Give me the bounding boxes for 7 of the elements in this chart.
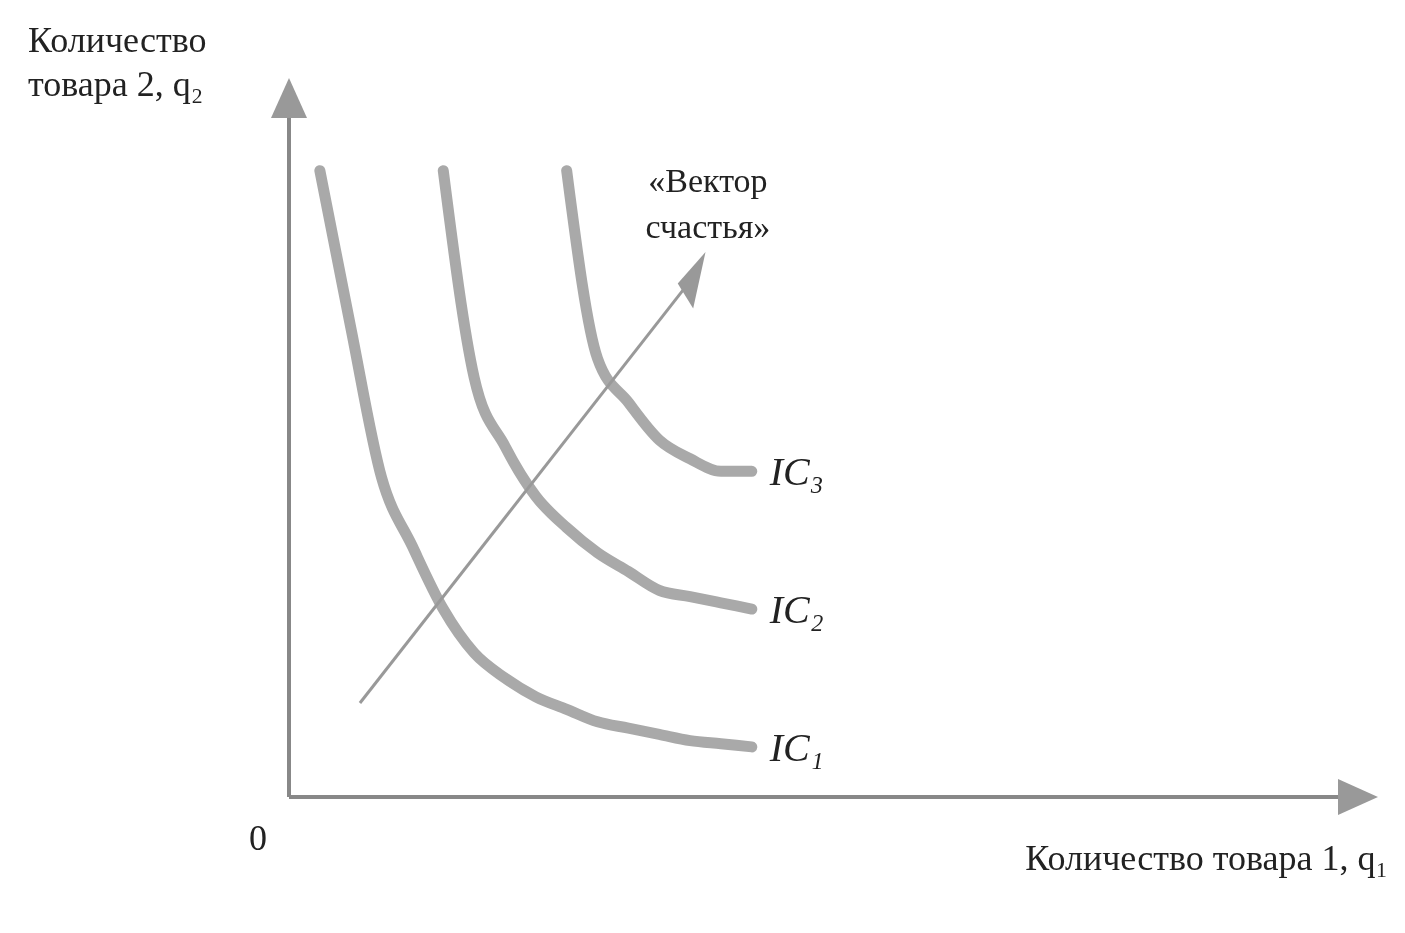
text: 0	[249, 817, 267, 859]
series-label: IC₁	[768, 724, 824, 770]
series-label: IC₃	[768, 449, 824, 495]
y-axis-title: Количество товара 2, q₂	[28, 19, 208, 106]
series-label: IC₂	[768, 587, 824, 633]
annotation: «Вектор счастья»	[644, 161, 772, 247]
x-axis-title: Количество товара 1, q₁	[1025, 837, 1388, 879]
